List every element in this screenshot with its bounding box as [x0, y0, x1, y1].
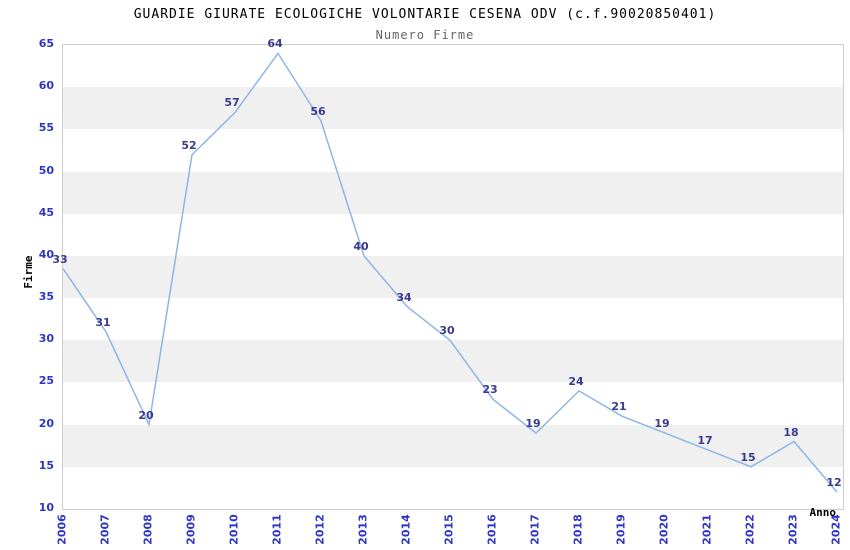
x-tick-label: 2009 [184, 514, 198, 545]
y-tick-label: 60 [38, 79, 54, 93]
point-value-label: 33 [52, 252, 68, 266]
grid-band [63, 340, 843, 383]
grid-band [63, 213, 843, 256]
y-tick-label: 10 [38, 501, 54, 514]
grid-band [63, 466, 843, 509]
y-tick-label: 35 [38, 290, 54, 304]
x-tick-label: 2014 [399, 514, 413, 545]
point-value-label: 52 [181, 138, 197, 152]
grid-band [63, 129, 843, 172]
x-tick-label: 2020 [657, 514, 671, 545]
x-tick-label: 2021 [700, 514, 714, 545]
point-value-label: 15 [740, 450, 756, 464]
point-value-label: 31 [95, 315, 111, 329]
y-tick-label: 30 [38, 332, 54, 346]
y-tick-label: 55 [38, 121, 54, 135]
x-tick-label: 2022 [743, 514, 757, 545]
point-value-label: 40 [353, 239, 369, 253]
x-tick-label: 2016 [485, 514, 499, 545]
data-line [63, 52, 838, 493]
point-value-label: 12 [826, 476, 842, 490]
y-tick-label: 50 [38, 163, 54, 177]
chart-title: GUARDIE GIURATE ECOLOGICHE VOLONTARIE CE… [133, 7, 717, 22]
x-tick-label: 2018 [571, 514, 585, 545]
point-value-label: 17 [697, 433, 713, 447]
point-value-label: 56 [310, 104, 326, 118]
grid-band [63, 382, 843, 425]
grid-band [63, 424, 843, 467]
x-axis-title: Anno [809, 506, 837, 519]
x-tick-label: 2006 [55, 514, 69, 545]
y-axis-title: Firme [22, 255, 35, 289]
line-series-svg [63, 52, 838, 493]
point-value-label: 19 [525, 417, 541, 431]
grid-band [63, 298, 843, 341]
grid-band [63, 171, 843, 214]
point-value-label: 24 [568, 374, 584, 388]
x-tick-label: 2015 [442, 514, 456, 545]
x-tick-label: 2017 [528, 514, 542, 545]
grid-band [63, 45, 843, 88]
x-tick-label: 2012 [313, 514, 327, 545]
point-value-label: 20 [138, 408, 154, 422]
grid-band [63, 255, 843, 299]
point-value-label: 23 [482, 383, 498, 397]
y-tick-label: 40 [38, 247, 54, 261]
x-tick-label: 2013 [356, 514, 370, 545]
grid-band [63, 87, 843, 130]
x-tick-label: 2008 [141, 514, 155, 545]
x-tick-label: 2010 [227, 514, 241, 545]
x-tick-label: 2011 [270, 514, 284, 545]
y-tick-label: 65 [38, 37, 54, 50]
point-value-label: 18 [783, 425, 799, 439]
chart-subtitle: Numero Firme [375, 28, 475, 42]
y-tick-label: 45 [38, 205, 54, 219]
y-tick-label: 25 [38, 374, 54, 388]
point-value-label: 19 [654, 417, 670, 431]
point-value-label: 57 [224, 96, 240, 110]
point-value-label: 30 [439, 324, 455, 338]
point-value-label: 21 [611, 400, 627, 414]
point-value-label: 64 [267, 37, 283, 51]
y-tick-label: 20 [38, 416, 54, 430]
point-value-label: 34 [396, 290, 412, 304]
x-tick-label: 2007 [98, 514, 112, 545]
y-tick-label: 15 [38, 458, 54, 472]
x-tick-label: 2019 [614, 514, 628, 545]
plot-area: 33 31 20 52 57 64 56 40 34 30 23 19 24 21 19 17 15 18 12 [52, 37, 844, 510]
